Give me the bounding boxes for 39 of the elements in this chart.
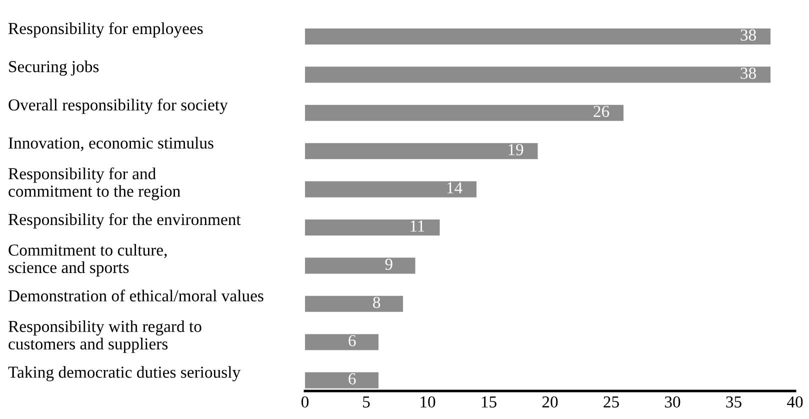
data-label: 38	[740, 29, 756, 41]
y-tick-label: Responsibility for and commitment to the region	[8, 167, 180, 200]
y-tick-label: Overall responsibility for society	[8, 98, 228, 114]
bar	[305, 66, 770, 83]
bar	[305, 143, 538, 160]
x-tick-label: 10	[420, 396, 436, 408]
bar	[305, 296, 403, 312]
x-tick-label: 40	[786, 396, 803, 408]
bar	[305, 104, 624, 121]
data-label: 38	[740, 68, 756, 79]
y-tick-label: Responsibility for employees	[8, 22, 203, 38]
bar	[305, 258, 416, 274]
bar	[305, 181, 476, 198]
x-tick-label: 30	[664, 396, 680, 408]
x-tick-label: 15	[482, 396, 496, 408]
x-tick-label: 0	[301, 396, 309, 408]
x-tick-label: 25	[604, 396, 619, 408]
y-tick-label: Commitment to culture, science and sports	[8, 244, 167, 276]
data-label: 8	[373, 296, 380, 308]
y-tick-label: Taking democratic duties seriously	[8, 366, 240, 382]
y-tick-label: Demonstration of ethical/moral values	[8, 290, 264, 302]
bar	[305, 372, 378, 388]
y-tick-label: Responsibility for the environment	[8, 213, 241, 229]
bar	[305, 28, 770, 45]
data-label: 6	[348, 373, 356, 384]
x-tick-label: 20	[542, 396, 558, 408]
x-tick-label: 5	[363, 396, 370, 408]
bar	[305, 334, 378, 350]
data-label: 9	[385, 258, 392, 270]
y-tick-label: Securing jobs	[9, 60, 99, 76]
data-label: 19	[508, 144, 524, 156]
bar	[305, 219, 440, 236]
data-label: 6	[348, 335, 356, 346]
data-label: 14	[447, 182, 462, 194]
y-tick-label: Innovation, economic stimulus	[8, 136, 214, 152]
y-tick-label: Responsibility with regard to customers and suppliers	[8, 320, 202, 353]
x-tick-label: 35	[726, 396, 742, 408]
data-label: 26	[594, 106, 610, 118]
data-label: 11	[410, 220, 424, 232]
